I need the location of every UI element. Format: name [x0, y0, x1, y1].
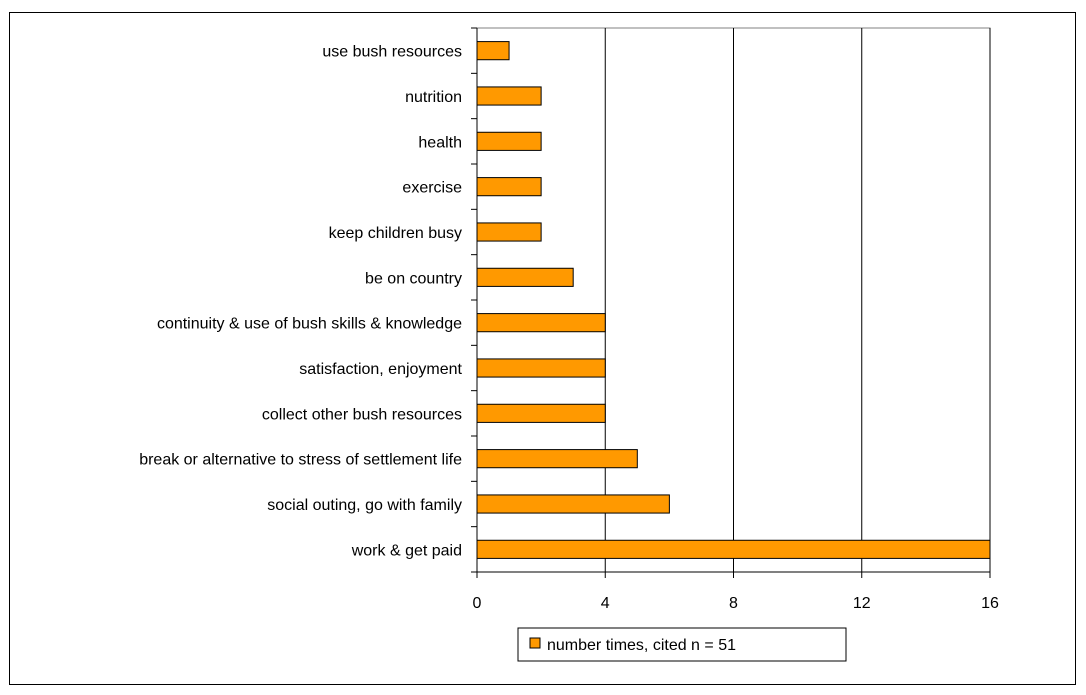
category-label: be on country [365, 270, 462, 287]
category-labels: use bush resources nutrition health exercis… [139, 44, 462, 560]
bar [476, 539, 991, 559]
category-label: social outing, go with family [267, 497, 462, 514]
bar [476, 222, 542, 242]
category-label: collect other bush resources [262, 406, 462, 423]
category-label: keep children busy [329, 225, 462, 242]
legend-box [517, 627, 847, 662]
gridlines [476, 27, 991, 573]
bar [476, 131, 542, 151]
bar [476, 358, 606, 378]
category-label: satisfaction, enjoyment [299, 361, 462, 378]
axes [471, 27, 991, 578]
chart-frame [9, 12, 1076, 685]
bar [476, 86, 542, 106]
category-label: use bush resources [322, 44, 462, 61]
category-label: health [418, 134, 462, 151]
x-tick-label: 16 [981, 595, 999, 612]
legend-label: number times, cited n = 51 [547, 637, 736, 654]
x-tick-label: 0 [473, 595, 482, 612]
bar [476, 177, 542, 197]
category-label: break or alternative to stress of settle… [139, 452, 462, 469]
category-label: work & get paid [351, 542, 462, 559]
category-label: exercise [402, 180, 462, 197]
bar [476, 449, 638, 469]
legend: number times, cited n = 51 [517, 627, 847, 662]
bar [476, 403, 606, 423]
x-tick-label: 4 [601, 595, 610, 612]
x-tick-labels: 0 4 8 12 16 [473, 595, 999, 612]
bar [476, 41, 510, 61]
bar [476, 494, 670, 514]
category-label: nutrition [405, 89, 462, 106]
bar [476, 313, 606, 333]
bar [476, 267, 574, 287]
bars [476, 41, 991, 559]
x-tick-label: 8 [729, 595, 738, 612]
x-tick-label: 12 [853, 595, 871, 612]
category-label: continuity & use of bush skills & knowle… [157, 316, 462, 333]
legend-swatch [529, 637, 541, 649]
